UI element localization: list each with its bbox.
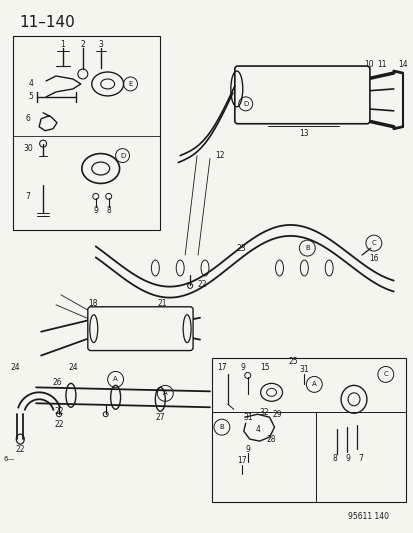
Text: 8: 8: [106, 206, 111, 215]
Text: 95611 140: 95611 140: [347, 512, 388, 521]
Text: 20: 20: [153, 311, 163, 320]
Text: C: C: [370, 240, 375, 246]
Text: D: D: [242, 101, 248, 107]
Text: 6—: 6—: [4, 456, 15, 462]
Text: 12: 12: [215, 151, 224, 160]
Text: 25: 25: [288, 357, 297, 366]
Text: D: D: [120, 152, 125, 159]
Text: 9: 9: [240, 363, 244, 372]
Text: 17: 17: [236, 456, 246, 465]
Bar: [211, 358, 405, 502]
Text: 14: 14: [397, 60, 406, 69]
Text: 31: 31: [242, 413, 252, 422]
Text: E: E: [128, 81, 133, 87]
Bar: [13, 36, 160, 230]
Text: 13: 13: [299, 129, 309, 138]
Text: 15: 15: [259, 363, 269, 372]
Text: 5: 5: [28, 92, 33, 101]
Text: 23: 23: [236, 244, 246, 253]
Text: 22: 22: [54, 407, 64, 416]
FancyBboxPatch shape: [88, 307, 192, 351]
Text: 9: 9: [93, 206, 98, 215]
Text: 6: 6: [26, 114, 31, 123]
Text: 31: 31: [299, 365, 309, 374]
Text: 4: 4: [254, 425, 259, 434]
Text: 11–140: 11–140: [19, 15, 75, 30]
Text: 7: 7: [26, 192, 31, 201]
Text: 11: 11: [376, 60, 386, 69]
Text: 30: 30: [23, 144, 33, 153]
Text: 28: 28: [266, 434, 275, 443]
Text: 1: 1: [60, 39, 65, 49]
Text: 29: 29: [272, 410, 282, 419]
Text: 22: 22: [15, 445, 25, 454]
Text: 4: 4: [28, 79, 33, 88]
Text: B: B: [219, 424, 224, 430]
Text: 10: 10: [363, 60, 373, 69]
Text: 22: 22: [54, 419, 64, 429]
Text: 17: 17: [216, 363, 226, 372]
Text: 19: 19: [143, 325, 153, 334]
Text: 32: 32: [259, 408, 269, 417]
Text: 16: 16: [368, 254, 378, 263]
Text: 9: 9: [244, 445, 249, 454]
Text: 2: 2: [80, 39, 85, 49]
Text: 21: 21: [157, 300, 167, 308]
Text: C: C: [382, 372, 387, 377]
Text: 24: 24: [10, 363, 20, 372]
Text: 3: 3: [98, 39, 103, 49]
Text: A: A: [162, 390, 167, 397]
Text: 22: 22: [197, 280, 206, 289]
Text: 9: 9: [345, 455, 350, 464]
Text: A: A: [113, 376, 118, 382]
Text: 27: 27: [155, 413, 165, 422]
Text: 7: 7: [358, 455, 363, 464]
FancyBboxPatch shape: [234, 66, 369, 124]
Text: 26: 26: [52, 378, 62, 387]
Text: B: B: [304, 245, 309, 251]
Text: A: A: [311, 382, 316, 387]
Text: 8: 8: [332, 455, 337, 464]
Text: 18: 18: [88, 300, 97, 308]
Text: 24: 24: [68, 363, 78, 372]
